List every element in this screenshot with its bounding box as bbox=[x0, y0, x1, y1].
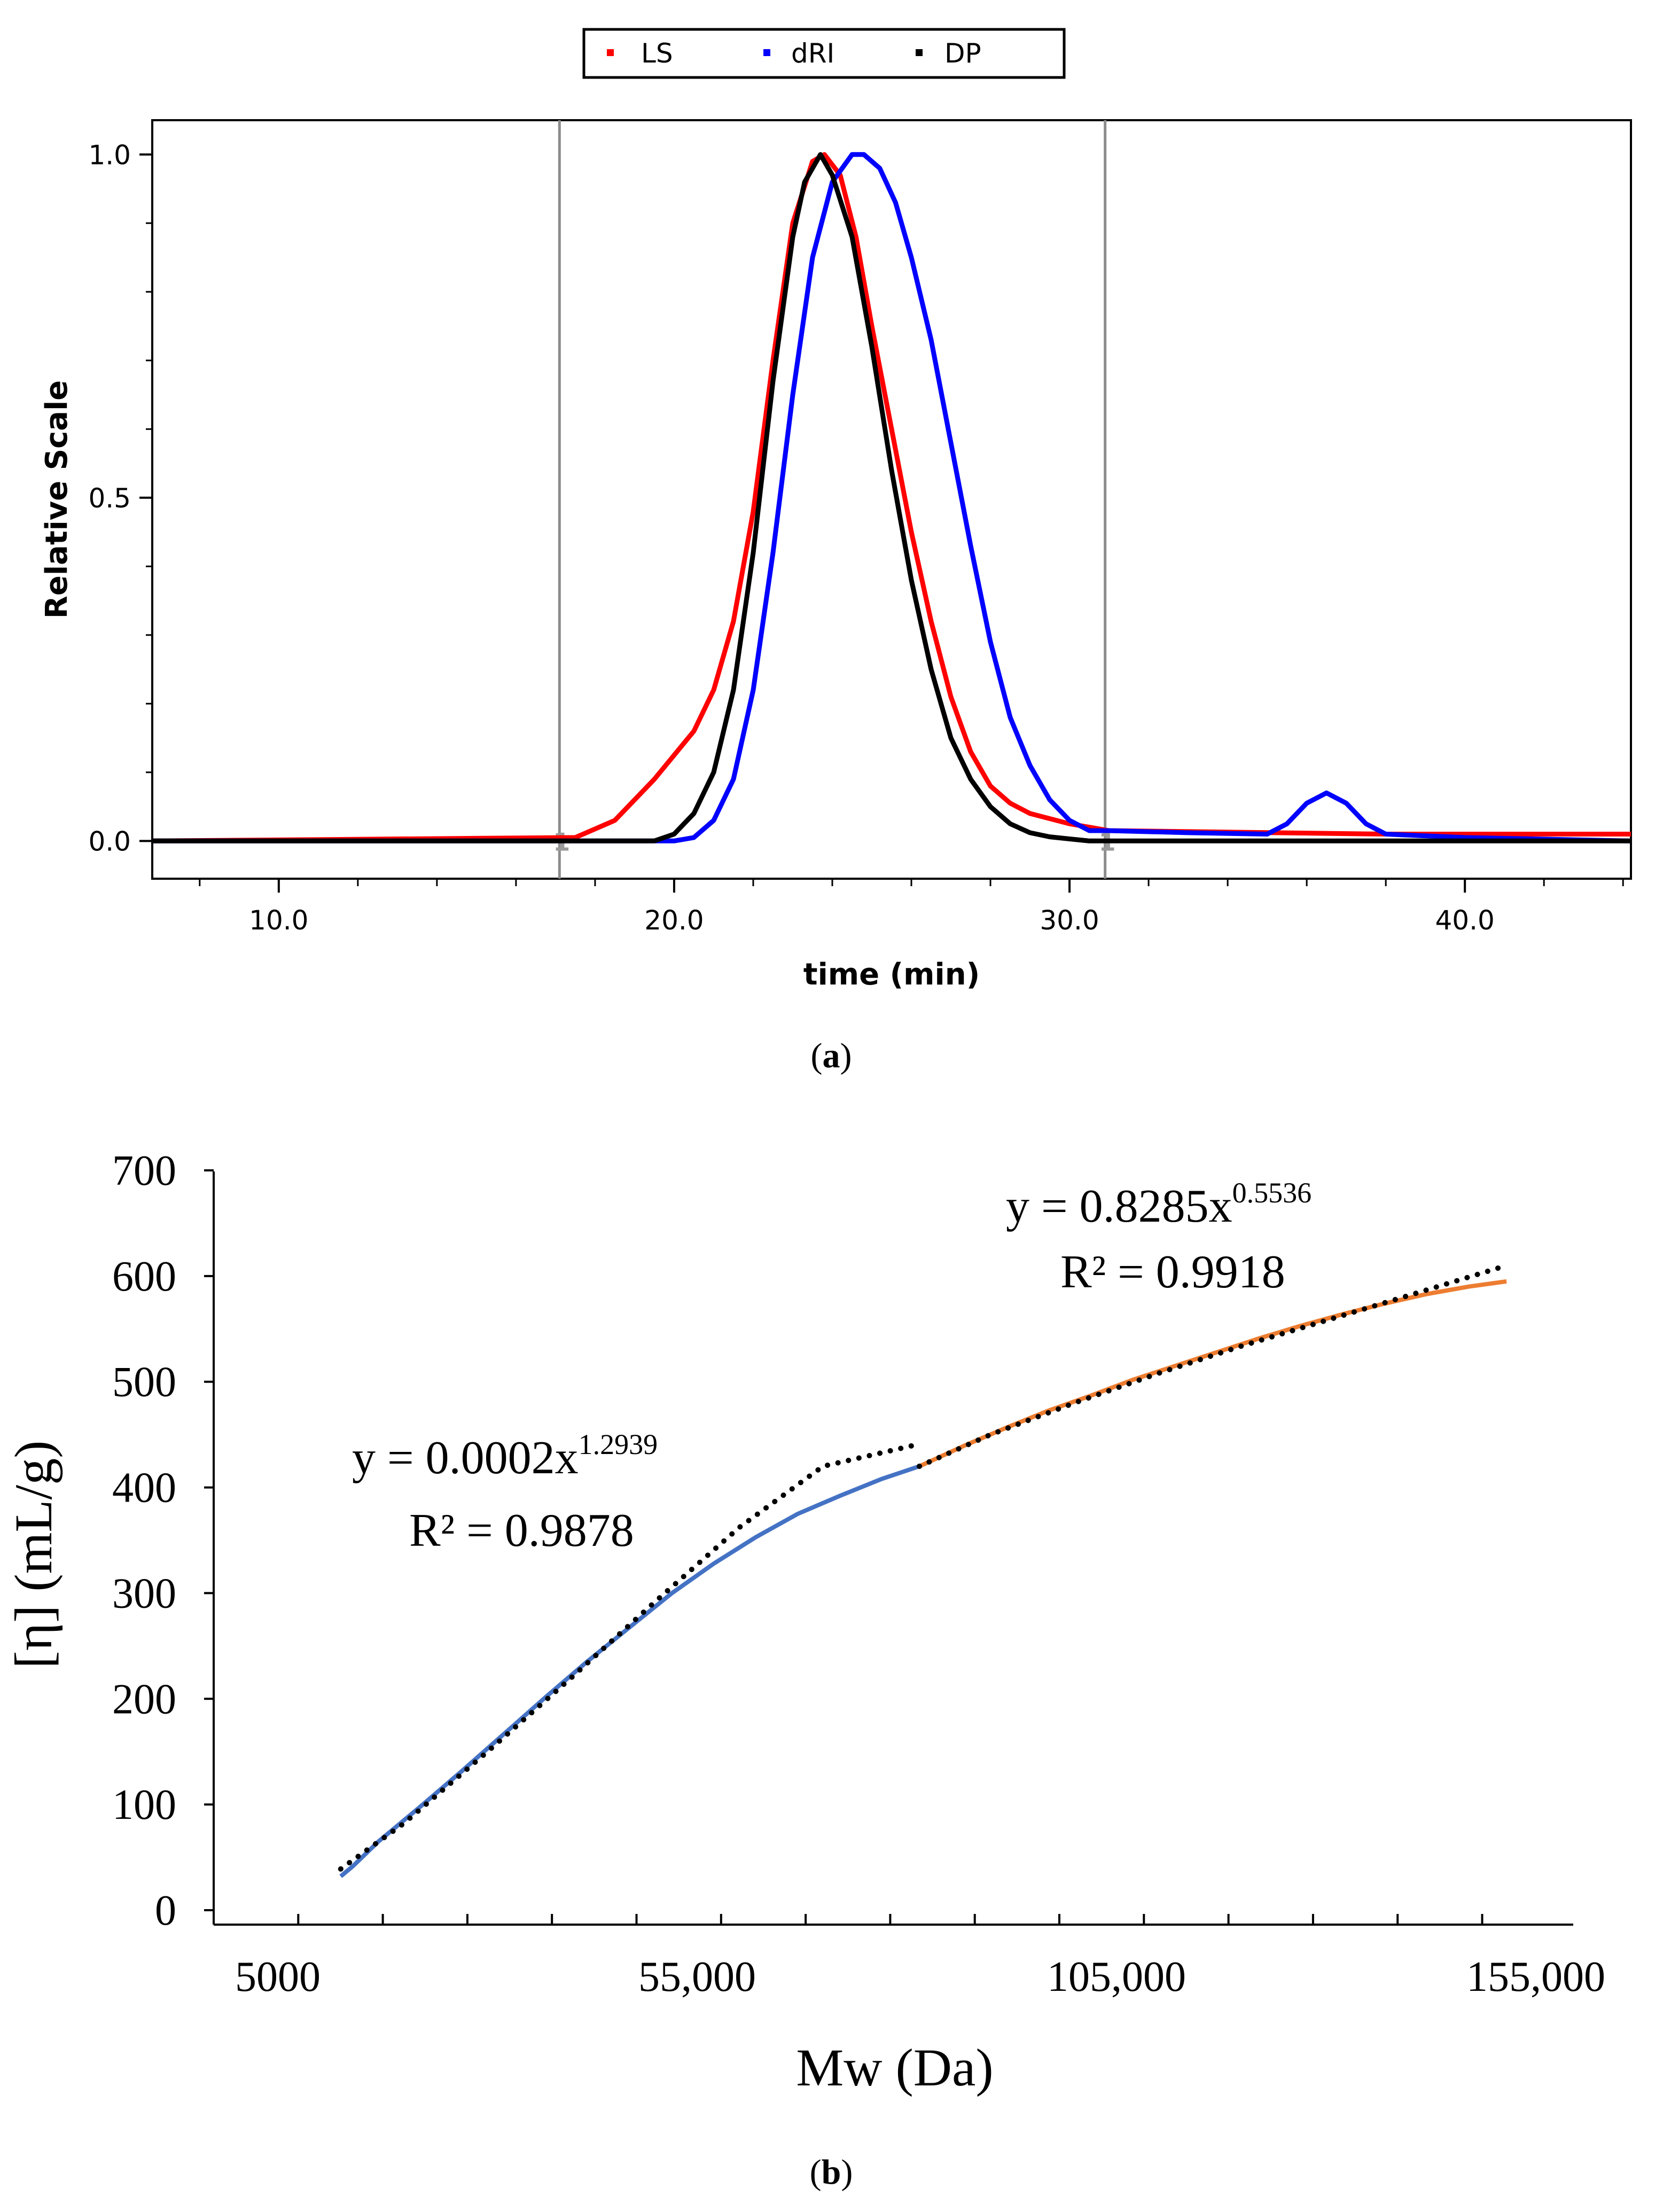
panel-b-x-axis: 5000 55,000 105,000 155,000 bbox=[213, 1914, 1605, 2000]
plot-a-frame bbox=[151, 119, 1632, 880]
panel-b-caption: (b) bbox=[810, 2153, 853, 2192]
x-axis-label-b: Mw (Da) bbox=[796, 2038, 993, 2097]
y-tick-label-a-2: 1.0 bbox=[88, 139, 131, 170]
x-tick-label-a-1: 20.0 bbox=[644, 905, 704, 936]
legend-ls-swatch bbox=[607, 49, 614, 56]
legend-dri-label: dRI bbox=[791, 38, 834, 69]
data-line-2 bbox=[918, 1279, 1507, 1468]
panel-a-letter: a bbox=[823, 1036, 840, 1075]
x-tick-label-a-2: 30.0 bbox=[1040, 905, 1099, 936]
fit-line-1 bbox=[338, 1441, 922, 1872]
fit-line-2 bbox=[917, 1263, 1510, 1469]
fit-r2-1: R² = 0.9878 bbox=[409, 1505, 634, 1557]
legend-dri-swatch bbox=[763, 49, 770, 56]
y-tick-label-b-5: 500 bbox=[112, 1359, 176, 1406]
panel-a-series bbox=[152, 152, 1631, 843]
x-tick-label-b-2: 105,000 bbox=[1047, 1953, 1186, 2000]
x-axis-label-a: time (min) bbox=[803, 957, 980, 992]
panel-a-x-axis: 10.0 20.0 30.0 40.0 bbox=[199, 879, 1624, 936]
y-tick-label-a-0: 0.0 bbox=[88, 826, 131, 857]
fit-r2-2: R² = 0.9918 bbox=[1060, 1246, 1285, 1298]
y-tick-label-b-3: 300 bbox=[112, 1570, 176, 1617]
y-tick-label-a-1: 0.5 bbox=[88, 483, 131, 514]
panel-a-y-axis: 0.0 0.5 1.0 bbox=[88, 139, 152, 857]
series-ls bbox=[152, 152, 1631, 843]
y-tick-label-b-2: 200 bbox=[112, 1676, 176, 1723]
fit-equation-1-main: y = 0.0002x bbox=[352, 1432, 579, 1484]
fit-equation-1-exponent: 1.2939 bbox=[579, 1428, 658, 1460]
legend-dp-label: DP bbox=[944, 38, 981, 69]
panel-b-chart: 5000 55,000 105,000 155,000 0 100 200 300 400 50… bbox=[4, 1147, 1605, 2192]
y-axis-label-a: Relative Scale bbox=[40, 380, 74, 619]
x-tick-label-b-0: 5000 bbox=[235, 1953, 321, 2000]
x-tick-label-b-1: 55,000 bbox=[638, 1953, 756, 2000]
y-tick-label-b-7: 700 bbox=[112, 1147, 176, 1194]
fit-equation-2-main: y = 0.8285x bbox=[1006, 1181, 1232, 1232]
y-tick-label-b-0: 0 bbox=[155, 1887, 176, 1934]
legend-dp-swatch bbox=[916, 49, 923, 56]
series-dp bbox=[152, 152, 1631, 843]
series-dri bbox=[152, 152, 1631, 843]
x-tick-label-a-0: 10.0 bbox=[249, 905, 308, 936]
x-tick-label-b-3: 155,000 bbox=[1466, 1953, 1605, 2000]
legend-ls-label: LS bbox=[641, 38, 673, 69]
panel-b-series bbox=[338, 1263, 1510, 1878]
panel-a-caption: (a) bbox=[811, 1036, 852, 1075]
panel-b-y-axis: 0 100 200 300 400 500 600 700 bbox=[112, 1147, 214, 1934]
x-tick-label-a-3: 40.0 bbox=[1435, 905, 1494, 936]
y-tick-label-b-1: 100 bbox=[112, 1781, 176, 1828]
y-tick-label-b-4: 400 bbox=[112, 1465, 176, 1512]
fit-equation-1: y = 0.0002x1.2939 bbox=[352, 1428, 658, 1484]
y-axis-label-b: [η] (mL/g) bbox=[4, 1440, 63, 1668]
y-tick-label-b-6: 600 bbox=[112, 1253, 176, 1300]
fit-equation-2: y = 0.8285x0.5536 bbox=[1006, 1177, 1311, 1232]
panel-b-letter: b bbox=[822, 2153, 841, 2192]
fit-equation-2-exponent: 0.5536 bbox=[1232, 1177, 1312, 1209]
legend-a: LS dRI DP bbox=[582, 28, 1066, 79]
legend-a-box bbox=[582, 28, 1066, 79]
